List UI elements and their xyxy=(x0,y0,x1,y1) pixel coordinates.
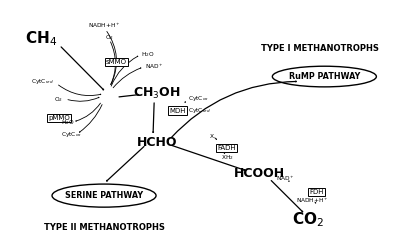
Text: NAD$^+$: NAD$^+$ xyxy=(145,62,164,71)
Text: NAD$^+$: NAD$^+$ xyxy=(276,174,295,183)
Text: O$_2$: O$_2$ xyxy=(54,95,63,104)
Text: CH$_4$: CH$_4$ xyxy=(25,30,57,48)
Text: HCOOH: HCOOH xyxy=(233,167,285,180)
Text: pMMO: pMMO xyxy=(48,115,70,121)
Text: CO$_2$: CO$_2$ xyxy=(292,211,324,229)
Text: H$_2$O: H$_2$O xyxy=(141,50,154,59)
Text: CytC$_{red}$: CytC$_{red}$ xyxy=(188,106,211,115)
Text: NADH+H$^+$: NADH+H$^+$ xyxy=(88,21,120,30)
Text: sMMO: sMMO xyxy=(106,59,127,65)
Text: CH$_3$OH: CH$_3$OH xyxy=(133,86,181,101)
Text: H$_2$O: H$_2$O xyxy=(60,118,74,127)
Text: TYPE II METHANOTROPHS: TYPE II METHANOTROPHS xyxy=(44,223,164,232)
Text: CytC$_{ox}$: CytC$_{ox}$ xyxy=(61,130,82,139)
Text: X: X xyxy=(209,134,213,139)
Text: NADH+H$^+$: NADH+H$^+$ xyxy=(296,196,328,205)
Text: FDH: FDH xyxy=(309,189,324,195)
Text: HCHO: HCHO xyxy=(137,136,177,149)
Text: TYPE I METHANOTROPHS: TYPE I METHANOTROPHS xyxy=(262,44,379,53)
Text: MDH: MDH xyxy=(169,108,186,113)
Text: O$_2$: O$_2$ xyxy=(105,33,114,42)
Text: CytC$_{ox}$: CytC$_{ox}$ xyxy=(188,94,209,103)
Text: SERINE PATHWAY: SERINE PATHWAY xyxy=(65,191,143,200)
Text: RuMP PATHWAY: RuMP PATHWAY xyxy=(289,72,360,81)
Text: CytC$_{red}$: CytC$_{red}$ xyxy=(31,77,54,86)
Text: FADH: FADH xyxy=(217,145,236,151)
Text: XH$_2$: XH$_2$ xyxy=(221,154,234,162)
